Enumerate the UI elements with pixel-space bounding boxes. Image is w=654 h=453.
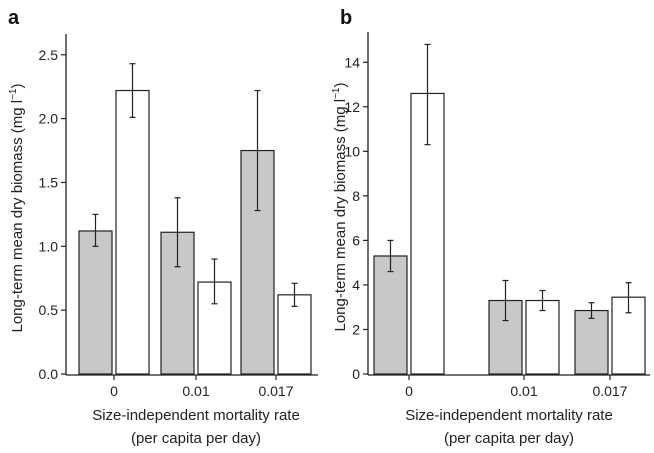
bar <box>78 230 113 375</box>
x-tick-label: 0.01 <box>510 383 537 399</box>
x-tick-label: 0.01 <box>182 383 209 399</box>
y-tick-label: 6 <box>352 232 360 248</box>
y-axis-title: Long-term mean dry biomass (mg l−1) <box>331 83 349 332</box>
x-axis-title-line2: (per capita per day) <box>444 430 574 447</box>
y-tick-label: 8 <box>352 188 360 204</box>
y-tick-label: 0.5 <box>39 302 59 318</box>
x-tick-label: 0 <box>110 383 118 399</box>
y-tick-label: 12 <box>344 99 360 115</box>
x-axis-title-line1: Size-independent mortality rate <box>92 407 300 424</box>
y-tick-label: 0 <box>352 366 360 382</box>
x-axis-title-line2: (per capita per day) <box>131 430 261 447</box>
y-tick-label: 2.0 <box>39 111 59 127</box>
y-tick-label: 1.0 <box>39 238 59 254</box>
x-tick-label: 0.017 <box>592 383 627 399</box>
y-tick-label: 1.5 <box>39 174 59 190</box>
bar <box>574 309 609 375</box>
panel-letter: a <box>8 7 20 29</box>
y-tick-label: 2.5 <box>39 47 59 63</box>
y-tick-label: 14 <box>344 54 360 70</box>
y-tick-label: 10 <box>344 143 360 159</box>
panel-b: b 0 0.01 0.017 0 2 4 6 8 10 12 14 Long-term mean dry… <box>331 7 650 447</box>
x-axis-title-line1: Size-independent mortality rate <box>405 407 613 424</box>
bar <box>115 89 150 375</box>
bar <box>525 299 560 375</box>
x-tick-label: 0.017 <box>258 383 293 399</box>
y-tick-label: 4 <box>352 277 360 293</box>
bar <box>277 294 312 375</box>
bar <box>373 255 408 375</box>
y-axis-title: Long-term mean dry biomass (mg l−1) <box>8 84 26 333</box>
panel-letter: b <box>340 7 352 29</box>
y-tick-label: 2 <box>352 321 360 337</box>
y-tick-label: 0.0 <box>39 366 59 382</box>
panel-a: a 0 0.01 0.017 0.0 0.5 1.0 1.5 2.0 2.5 Long-term m… <box>8 7 318 447</box>
x-tick-label: 0 <box>405 383 413 399</box>
